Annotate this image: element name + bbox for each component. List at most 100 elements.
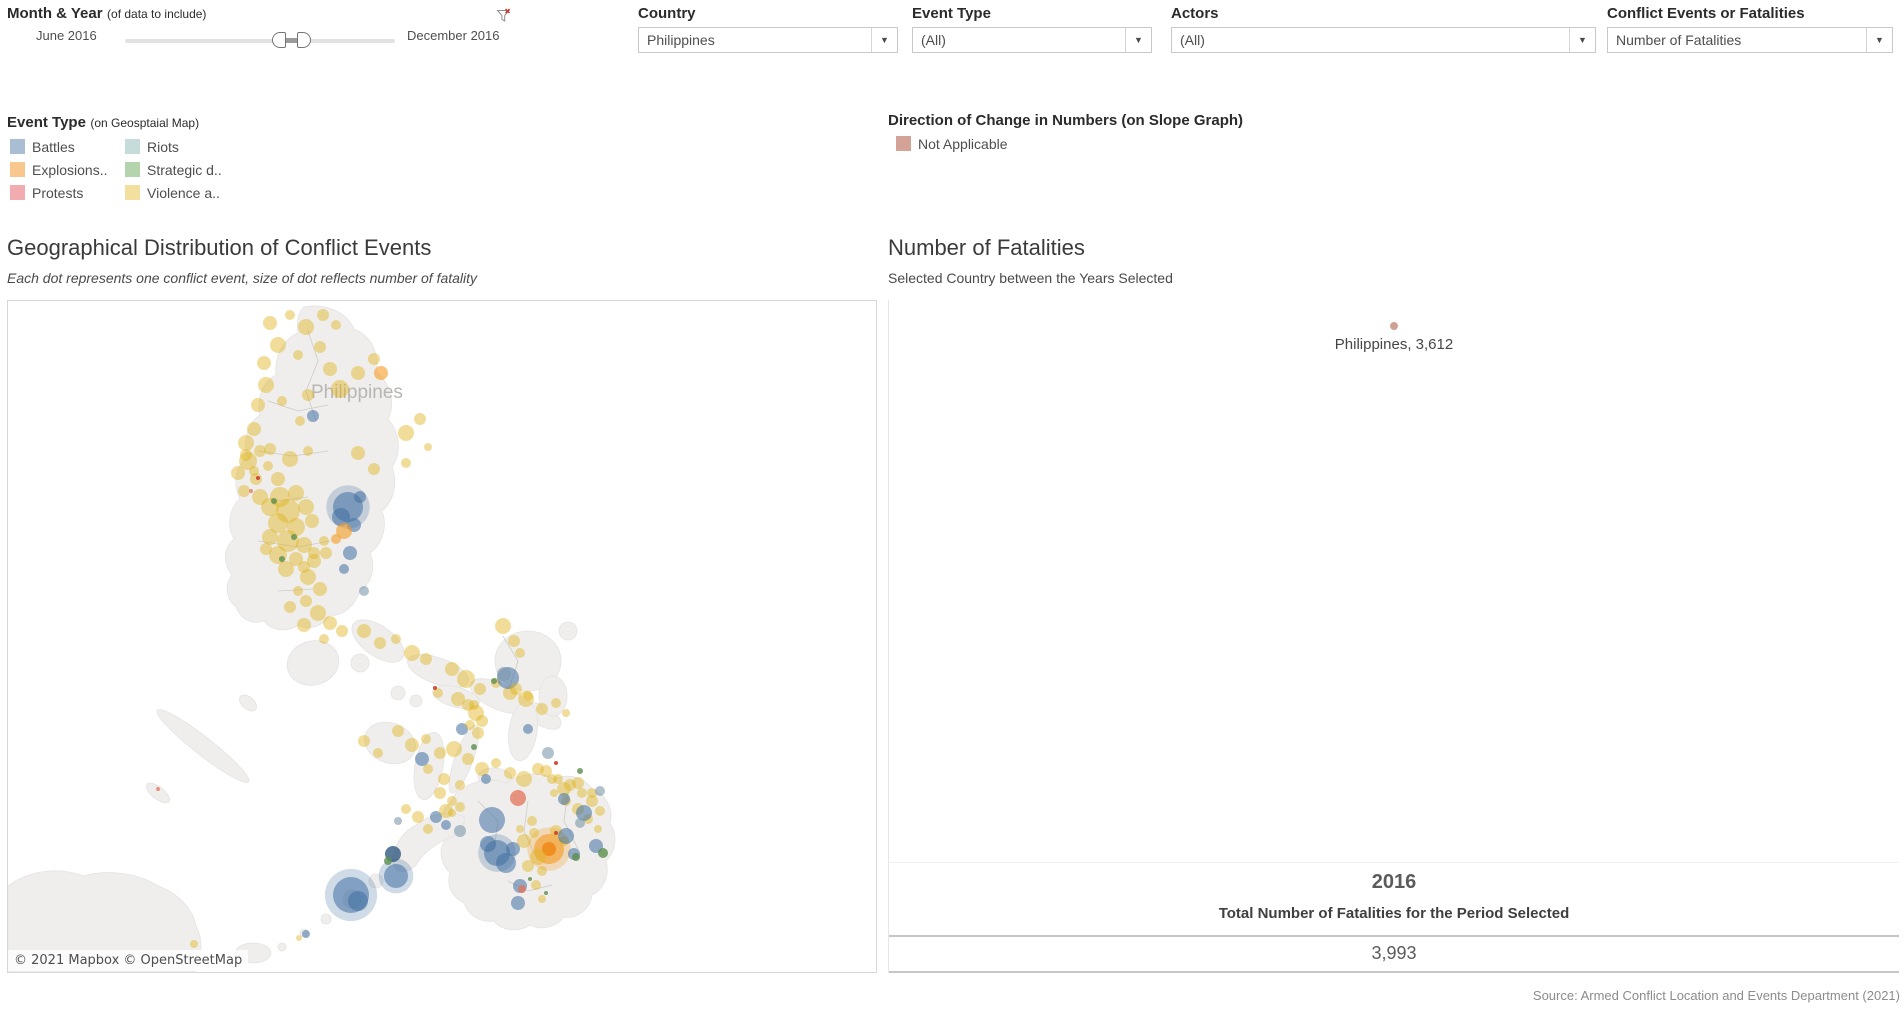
event-dot[interactable] <box>339 564 349 574</box>
event-dot[interactable] <box>293 350 303 360</box>
event-dot[interactable] <box>530 849 546 865</box>
event-dot[interactable] <box>374 366 388 380</box>
filter-exclude-icon[interactable] <box>496 8 511 23</box>
event-dot[interactable] <box>468 705 484 721</box>
event-dot[interactable] <box>319 536 329 546</box>
slider-track[interactable] <box>125 39 395 43</box>
event-dot[interactable] <box>263 316 277 330</box>
slope-data-point[interactable] <box>1390 322 1398 330</box>
event-dot[interactable] <box>305 514 319 528</box>
event-dot[interactable] <box>298 319 314 335</box>
event-dot[interactable] <box>527 816 537 826</box>
event-dot[interactable] <box>284 601 296 613</box>
event-dot[interactable] <box>288 485 304 501</box>
event-dot[interactable] <box>313 582 327 596</box>
event-dot[interactable] <box>594 825 602 833</box>
event-dot[interactable] <box>462 699 474 711</box>
event-dot[interactable] <box>472 727 484 739</box>
map-attribution[interactable]: © 2021 Mapbox © OpenStreetMap <box>8 950 249 971</box>
event-dot[interactable] <box>572 777 584 789</box>
geospatial-map[interactable]: Philippines © 2021 Mapbox © OpenStreetMa… <box>7 300 877 973</box>
event-dot[interactable] <box>373 748 383 758</box>
legend-item-not-applicable[interactable]: Not Applicable <box>896 136 1008 156</box>
event-dot[interactable] <box>430 811 442 823</box>
event-dot[interactable] <box>554 831 558 835</box>
event-dot[interactable] <box>319 634 329 644</box>
slider-handle-start[interactable] <box>272 32 286 48</box>
event-dot[interactable] <box>516 771 532 787</box>
event-dot[interactable] <box>279 556 285 562</box>
event-dot[interactable] <box>516 825 524 833</box>
chevron-down-icon[interactable]: ▼ <box>871 28 897 52</box>
event-dot[interactable] <box>240 449 252 461</box>
event-dot[interactable] <box>156 787 160 791</box>
event-dot[interactable] <box>300 569 316 585</box>
event-dot[interactable] <box>506 842 520 856</box>
event-dot[interactable] <box>451 692 465 706</box>
event-dot[interactable] <box>577 788 587 798</box>
event-dot[interactable] <box>433 688 443 698</box>
event-dot[interactable] <box>491 758 501 768</box>
event-dot[interactable] <box>518 691 534 707</box>
event-dot[interactable] <box>455 780 465 790</box>
event-dot[interactable] <box>238 435 254 451</box>
event-dot[interactable] <box>475 762 489 776</box>
event-dot[interactable] <box>447 796 457 806</box>
event-dot[interactable] <box>308 547 320 559</box>
event-dot[interactable] <box>317 309 329 321</box>
event-dot[interactable] <box>518 885 526 893</box>
event-dot[interactable] <box>434 747 446 759</box>
event-dot[interactable] <box>257 356 271 370</box>
event-dot[interactable] <box>348 891 368 911</box>
chevron-down-icon[interactable]: ▼ <box>1866 28 1892 52</box>
event-dot[interactable] <box>445 662 459 676</box>
event-dot[interactable] <box>446 741 462 757</box>
event-dot[interactable] <box>511 896 525 910</box>
event-dot[interactable] <box>503 686 517 700</box>
event-dot[interactable] <box>575 818 585 828</box>
event-dot[interactable] <box>270 337 286 353</box>
event-dot[interactable] <box>405 738 419 752</box>
event-dot[interactable] <box>551 698 561 708</box>
event-dot[interactable] <box>550 789 558 797</box>
event-dot[interactable] <box>469 700 479 710</box>
event-dot[interactable] <box>307 410 319 422</box>
event-dot[interactable] <box>303 446 313 456</box>
event-dot[interactable] <box>562 709 570 717</box>
event-dot[interactable] <box>374 637 386 649</box>
event-dot[interactable] <box>495 618 511 634</box>
legend-item-protests[interactable]: Protests <box>10 185 83 205</box>
event-dot[interactable] <box>314 341 326 353</box>
event-dot[interactable] <box>291 534 297 540</box>
event-dot[interactable] <box>307 554 321 568</box>
event-dot[interactable] <box>558 793 570 805</box>
event-dot[interactable] <box>351 366 365 380</box>
event-dot[interactable] <box>251 398 265 412</box>
legend-item-battles[interactable]: Battles <box>10 139 75 159</box>
event-dot[interactable] <box>528 877 532 881</box>
event-dot[interactable] <box>323 616 337 630</box>
event-dot[interactable] <box>455 802 465 812</box>
event-dot[interactable] <box>268 513 288 533</box>
event-dot[interactable] <box>336 523 352 539</box>
event-dot[interactable] <box>454 825 466 837</box>
event-dot[interactable] <box>522 860 534 872</box>
event-dot[interactable] <box>456 723 468 735</box>
event-dot[interactable] <box>497 667 511 681</box>
month-year-slider[interactable] <box>125 30 395 50</box>
event-dot[interactable] <box>491 678 497 684</box>
event-dot[interactable] <box>358 735 370 747</box>
event-dot[interactable] <box>415 752 429 766</box>
event-dot[interactable] <box>323 362 337 376</box>
event-dot[interactable] <box>510 683 522 695</box>
event-dot[interactable] <box>462 753 474 765</box>
event-dot[interactable] <box>433 686 437 690</box>
event-dot[interactable] <box>277 396 287 406</box>
event-dot[interactable] <box>249 489 253 493</box>
event-dot[interactable] <box>598 848 608 858</box>
event-dot[interactable] <box>302 389 314 401</box>
event-dot[interactable] <box>296 537 312 553</box>
event-dot[interactable] <box>547 774 557 784</box>
event-dot[interactable] <box>354 491 366 503</box>
event-dot[interactable] <box>310 605 326 621</box>
